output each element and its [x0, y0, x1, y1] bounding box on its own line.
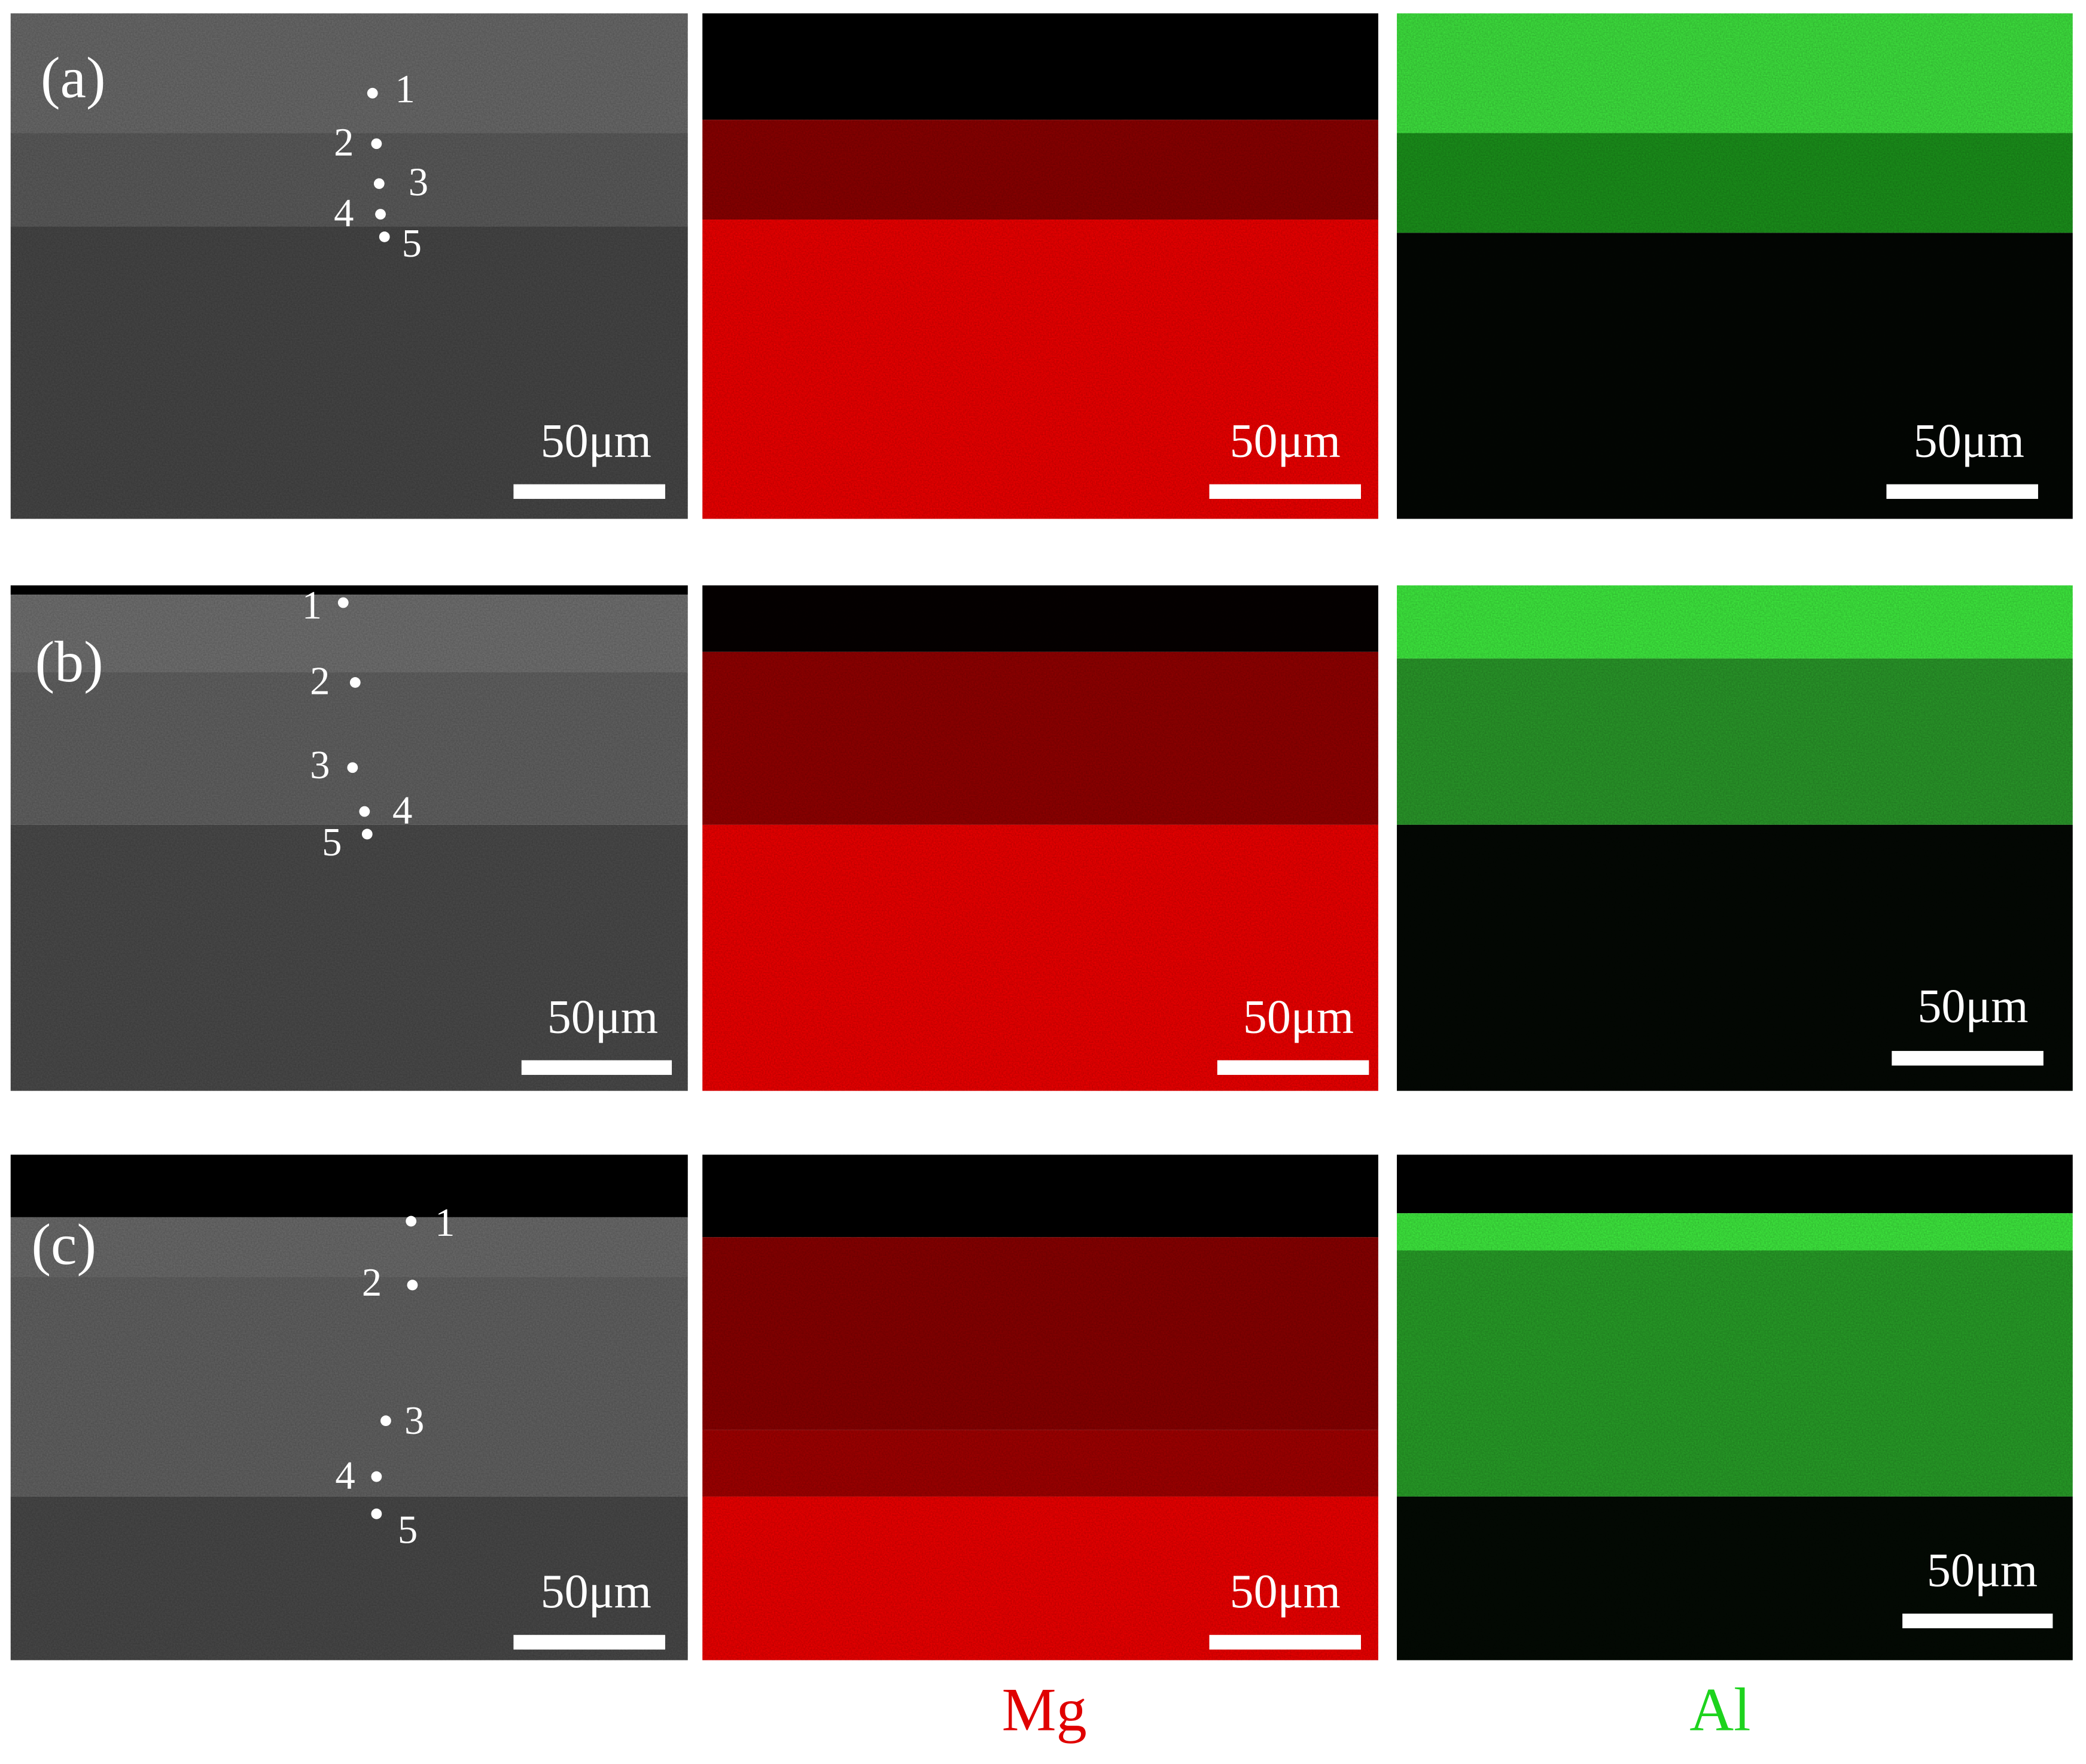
- scale-bar-label: 50μm: [1230, 1565, 1341, 1618]
- scale-bar: [1902, 1613, 2053, 1629]
- micrograph: [1397, 1154, 2073, 1661]
- point-marker: [406, 1215, 417, 1227]
- point-label: 5: [398, 1509, 418, 1552]
- point-marker: [407, 1279, 418, 1291]
- micrograph: [10, 13, 688, 519]
- point-label: 1: [435, 1201, 455, 1245]
- element-label: Al: [1689, 1676, 1750, 1744]
- micrograph: [1397, 585, 2073, 1091]
- scale-bar-label: 50μm: [1914, 415, 2024, 467]
- point-label: 4: [392, 788, 412, 832]
- point-marker: [349, 677, 361, 688]
- scale-bar-label: 50μm: [1927, 1544, 2038, 1597]
- micrograph: [1397, 13, 2073, 519]
- scale-bar-label: 50μm: [547, 991, 658, 1043]
- point-label: 4: [334, 191, 354, 235]
- texture: [10, 585, 688, 1091]
- point-marker: [359, 806, 370, 817]
- scale-bar: [521, 1060, 672, 1075]
- scale-bar: [513, 484, 665, 499]
- point-label: 3: [310, 744, 330, 787]
- point-label: 3: [404, 1399, 424, 1443]
- texture: [10, 1154, 688, 1661]
- micrograph: [702, 585, 1378, 1091]
- scale-bar: [513, 1635, 665, 1650]
- scale-bar-label: 50μm: [1230, 415, 1341, 467]
- scale-bar: [1892, 1050, 2044, 1066]
- point-marker: [380, 1415, 391, 1427]
- micrograph: [702, 1154, 1378, 1661]
- panel-label: (a): [41, 46, 106, 111]
- texture: [1397, 1154, 2073, 1661]
- scale-bar: [1209, 484, 1362, 499]
- texture: [1397, 585, 2073, 1091]
- point-label: 5: [402, 222, 422, 266]
- point-marker: [371, 1508, 382, 1519]
- point-marker: [367, 87, 378, 99]
- point-label: 5: [322, 821, 342, 864]
- texture: [10, 13, 688, 519]
- point-label: 1: [395, 68, 415, 111]
- scale-bar-label: 50μm: [1917, 980, 2028, 1033]
- texture: [702, 13, 1378, 519]
- scale-bar-label: 50μm: [1243, 991, 1354, 1043]
- scale-bar-label: 50μm: [541, 415, 651, 467]
- scale-bar: [1886, 484, 2038, 499]
- point-marker: [347, 762, 358, 773]
- point-marker: [337, 597, 349, 608]
- micrograph: [10, 585, 688, 1091]
- texture: [1397, 13, 2073, 519]
- texture: [702, 585, 1378, 1091]
- micrograph: [10, 1154, 688, 1661]
- point-marker: [375, 209, 386, 220]
- panel-label: (b): [35, 630, 103, 694]
- point-label: 2: [362, 1261, 382, 1305]
- point-marker: [361, 828, 373, 840]
- point-label: 2: [334, 121, 354, 164]
- scale-bar-label: 50μm: [541, 1565, 651, 1618]
- panel-label: (c): [31, 1212, 96, 1277]
- point-label: 1: [302, 584, 322, 627]
- point-marker: [373, 178, 385, 189]
- point-marker: [379, 231, 390, 242]
- scale-bar: [1209, 1635, 1362, 1650]
- scale-bar: [1217, 1060, 1369, 1075]
- texture: [702, 1154, 1378, 1661]
- micrograph: [702, 13, 1378, 519]
- point-marker: [371, 1471, 382, 1482]
- point-label: 2: [310, 660, 330, 703]
- point-label: 4: [335, 1454, 355, 1497]
- point-label: 3: [409, 161, 428, 205]
- point-marker: [371, 138, 382, 150]
- element-label: Mg: [1002, 1676, 1087, 1744]
